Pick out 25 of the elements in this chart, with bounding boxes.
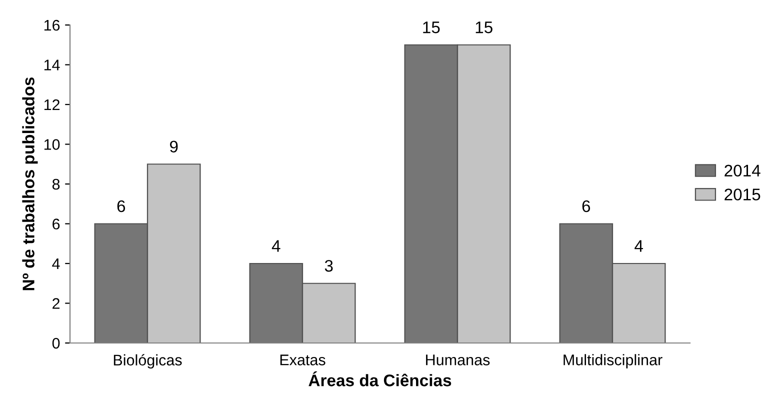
data-label: 6	[117, 200, 126, 212]
y-tick-label: 10	[44, 139, 60, 150]
y-axis-title: Nº de trabalhos publicados	[22, 77, 38, 290]
data-label: 4	[272, 240, 280, 252]
legend-label: 2015	[724, 188, 760, 200]
y-tick-label: 4	[52, 258, 60, 270]
y-tick-label: 16	[44, 20, 60, 31]
data-label: 15	[423, 22, 440, 34]
x-tick-label: Multidisciplinar	[564, 354, 662, 368]
data-label: 4	[634, 240, 643, 252]
y-tick-label: 8	[52, 178, 60, 190]
y-tick-label: 0	[52, 338, 60, 349]
x-tick-label: Exatas	[280, 354, 326, 366]
y-tick-label: 12	[44, 99, 60, 110]
y-tick-label: 14	[44, 60, 60, 70]
data-label: 9	[170, 140, 178, 152]
y-tick-label: 2	[52, 298, 60, 309]
data-label: 6	[582, 200, 590, 212]
data-label: 3	[324, 260, 333, 272]
x-axis-title: Áreas da Ciências	[308, 371, 452, 386]
x-tick-label: Biológicas	[114, 354, 182, 369]
legend-label: 2014	[724, 164, 760, 177]
data-label: 15	[476, 22, 492, 34]
x-tick-label: Humanas	[426, 354, 490, 366]
y-tick-label: 6	[52, 218, 60, 230]
